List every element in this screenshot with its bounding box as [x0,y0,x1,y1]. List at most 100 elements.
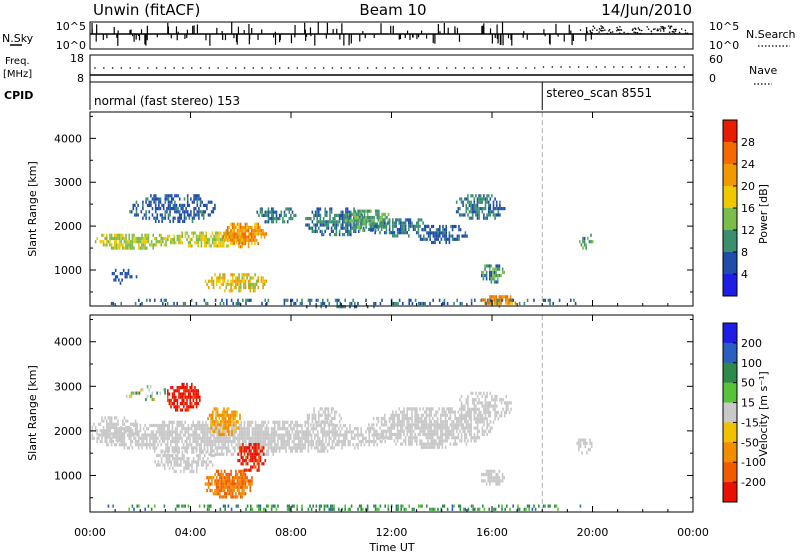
heatmap-cell [307,417,309,420]
heatmap-cell [354,434,356,437]
heatmap-cell [247,430,249,433]
heatmap-cell [477,414,479,417]
heatmap-cell [489,479,491,482]
heatmap-cell [220,437,222,440]
heatmap-cell [180,392,182,395]
heatmap-cell [199,454,201,457]
heatmap-cell [474,414,476,417]
heatmap-cell [343,437,345,440]
heatmap-cell [418,417,420,420]
heatmap-cell [197,434,199,437]
heatmap-cell [217,232,219,235]
colorbar-segment [723,363,737,383]
heatmap-cell [581,439,583,442]
heatmap-cell [474,411,476,414]
heatmap-cell [478,213,480,216]
heatmap-cell [199,235,201,238]
heatmap-cell [316,505,318,508]
heatmap-cell [345,227,347,230]
heatmap-cell [495,473,497,476]
heatmap-cell [212,417,214,420]
heatmap-cell [485,204,487,207]
heatmap-cell [445,423,447,426]
freq-label-1: Freq. [5,56,30,67]
heatmap-cell [492,274,494,277]
heatmap-cell [234,495,236,498]
heatmap-cell [271,214,273,217]
heatmap-cell [162,421,164,424]
heatmap-cell [212,443,214,446]
heatmap-cell [328,220,330,223]
heatmap-cell [186,451,188,454]
heatmap-cell [271,434,273,437]
heatmap-cell [324,411,326,414]
heatmap-cell [239,446,241,449]
heatmap-cell [389,228,391,231]
heatmap-cell [475,405,477,408]
heatmap-cell [462,213,464,216]
colorbar-segment [723,186,737,208]
heatmap-cell [373,423,375,426]
heatmap-cell [388,508,390,511]
heatmap-cell [200,197,202,200]
heatmap-cell [349,427,351,430]
heatmap-cell [191,405,193,408]
heatmap-cell [182,220,184,223]
heatmap-cell [454,417,456,420]
nsky-right-tick-bottom: 10^0 [709,39,739,52]
heatmap-cell [414,228,416,231]
heatmap-cell [234,489,236,492]
heatmap-cell [390,430,392,433]
heatmap-cell [238,289,240,292]
heatmap-cell [186,443,188,446]
heatmap-cell [340,417,342,420]
heatmap-cell [426,436,428,439]
nave-point [683,66,685,68]
heatmap-cell [472,210,474,213]
heatmap-cell [198,197,200,200]
heatmap-cell [535,508,537,511]
heatmap-cell [368,228,370,231]
heatmap-cell [257,226,259,229]
heatmap-cell [344,299,346,302]
heatmap-cell [152,234,154,237]
heatmap-cell [180,464,182,467]
heatmap-cell [369,216,371,219]
heatmap-cell [320,430,322,433]
heatmap-cell [326,227,328,230]
heatmap-cell [469,430,471,433]
heatmap-cell [394,414,396,417]
heatmap-cell [218,433,220,436]
heatmap-cell [227,479,229,482]
heatmap-cell [229,489,231,492]
heatmap-cell [180,470,182,473]
heatmap-cell [495,268,497,271]
heatmap-cell [174,210,176,213]
nsearch-point [673,29,675,31]
heatmap-cell [192,440,194,443]
heatmap-cell [454,443,456,446]
heatmap-cell [432,443,434,446]
heatmap-cell [247,469,249,472]
heatmap-cell [298,424,300,427]
heatmap-cell [96,237,98,240]
heatmap-cell [218,423,220,426]
heatmap-cell [173,238,175,241]
heatmap-cell [128,432,130,435]
heatmap-cell [264,232,266,235]
heatmap-cell [494,268,496,271]
heatmap-cell [449,238,451,241]
heatmap-cell [478,217,480,220]
heatmap-cell [237,302,239,305]
heatmap-cell [212,464,214,467]
heatmap-cell [427,427,429,430]
colorbar-tick-label: 24 [741,158,755,171]
heatmap-cell [379,222,381,225]
heatmap-cell [352,443,354,446]
heatmap-cell [368,430,370,433]
colorbar-segment [723,208,737,230]
heatmap-cell [221,453,223,456]
heatmap-cell [260,427,262,430]
heatmap-cell [189,204,191,207]
heatmap-cell [512,299,514,302]
